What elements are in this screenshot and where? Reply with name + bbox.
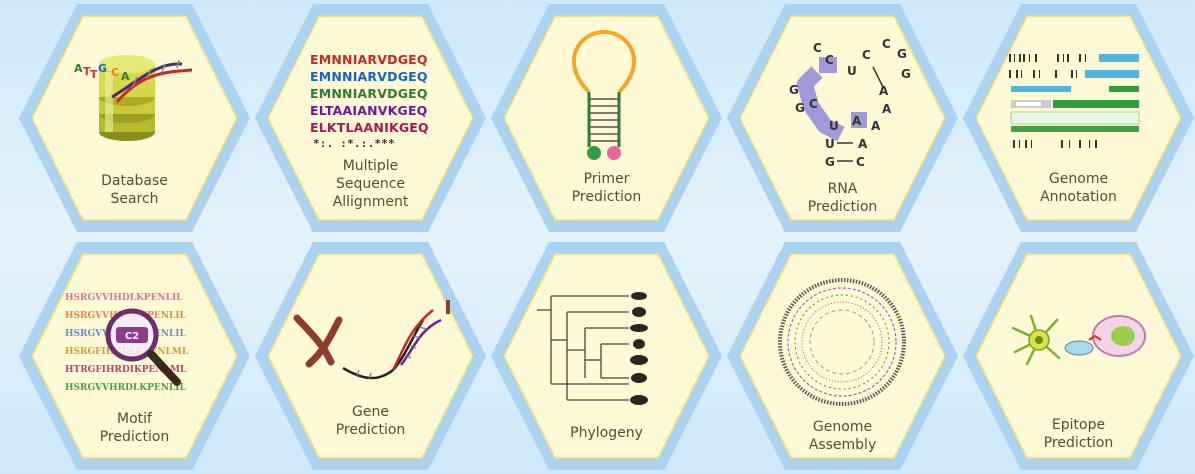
base-letter: A [74,62,83,75]
rna-base: A [852,114,862,128]
tile-label: Genome Assembly [808,419,877,453]
tile-rna-prediction[interactable]: C C G G C U C C G G A A A U A A U G C [725,2,960,234]
epitope-cell-icon [1011,314,1146,366]
tile-database-search[interactable]: A T T G C A Database Search [17,2,252,234]
tile-label: Primer Prediction [571,171,642,205]
tile-label: Motif Prediction [99,411,170,445]
rna-base: G [795,101,805,115]
aligned-sequence: ELTAAIANVKGEQ [310,103,428,118]
aligned-sequence: EMNNIARVDGEQ [310,86,428,101]
genome-track-icon [1009,54,1140,148]
rna-base: G [789,83,799,97]
tile-motif-prediction[interactable]: HSRGVVIHDLKPENLIL HSRGVVHRDLKPENLIL HSRG… [17,240,252,472]
hexagon-frame [491,4,722,232]
tile-primer-prediction[interactable]: Primer Prediction [489,2,724,234]
base-letter: G [98,62,107,75]
tile-multiple-sequence-allignment[interactable]: EMNNIARVDGEQ EMNNIARVDGEQ EMNNIARVDGEQ E… [253,2,488,234]
rna-base: C [862,48,871,62]
tile-label: Database Search [101,173,168,207]
rna-base: A [879,84,889,98]
hexagon-frame [255,4,486,232]
base-letter: C [111,66,119,79]
tile-phylogeny[interactable]: Phylogeny [489,240,724,472]
motif-sequence: HTRGFIHRDIKPENLML [65,365,187,375]
rna-base: C [882,37,891,51]
tile-genome-annotation[interactable]: Genome Annotation [961,2,1195,234]
base-letter: T [83,65,91,78]
rna-base: C [856,155,865,169]
circular-genome-icon [778,278,906,406]
aligned-sequence: ELKTLAANIKGEQ [310,120,429,135]
hexagon-frame [727,4,958,232]
sequence-alignment-art: EMNNIARVDGEQ EMNNIARVDGEQ EMNNIARVDGEQ E… [310,52,429,150]
rna-base: A [858,137,868,151]
hexagon-frame [963,242,1194,470]
rna-base: U [847,64,857,78]
base-letter: A [121,70,130,83]
rna-base: C [813,41,822,55]
phylogenetic-tree-icon [537,292,648,405]
database-icon: A T T G C A [74,55,193,141]
rna-base: C [825,53,834,67]
aligned-sequence: EMNNIARVDGEQ [310,69,428,84]
rna-base: U [825,137,835,151]
rna-base: G [901,67,911,81]
motif-sequence: HSRGVVHRDLKPENLIL [65,383,186,393]
tile-label: Multiple Sequence Allignment [332,158,409,210]
tile-label: RNA Prediction [807,181,878,215]
rna-base: A [871,119,881,133]
tile-label: Phylogeny [570,425,643,441]
hexagon-frame [491,242,722,470]
rna-base: G [825,155,835,169]
base-letter: T [90,68,98,81]
tile-genome-assembly[interactable]: Genome Assembly [725,240,960,472]
tile-gene-prediction[interactable]: Gene Prediction [253,240,488,472]
motif-sequence: HSRGVVIHDLKPENLIL [65,293,183,303]
consensus-line: *:. :*.:.*** [313,137,395,150]
aligned-sequence: EMNNIARVDGEQ [310,52,428,67]
tile-label: Genome Annotation [1040,171,1117,205]
chromosome-dna-icon [293,300,450,380]
tile-epitope-prediction[interactable]: Epitope Prediction [961,240,1195,472]
rna-base: U [829,119,839,133]
primer-hairpin-icon [571,29,637,160]
rna-base: A [882,102,892,116]
motif-search-art: HSRGVVIHDLKPENLIL HSRGVVHRDLKPENLIL HSRG… [65,293,189,393]
rna-structure-icon: C C G G C U C C G G A A A U A A U G C [789,37,911,169]
rna-base: G [897,47,907,61]
rna-base: C [809,97,818,111]
hexagon-frame [727,242,958,470]
tile-label: Gene Prediction [335,404,406,438]
tile-label: Epitope Prediction [1043,417,1114,451]
hexagon-frame [255,242,486,470]
magnifier-label: C2 [125,331,139,342]
